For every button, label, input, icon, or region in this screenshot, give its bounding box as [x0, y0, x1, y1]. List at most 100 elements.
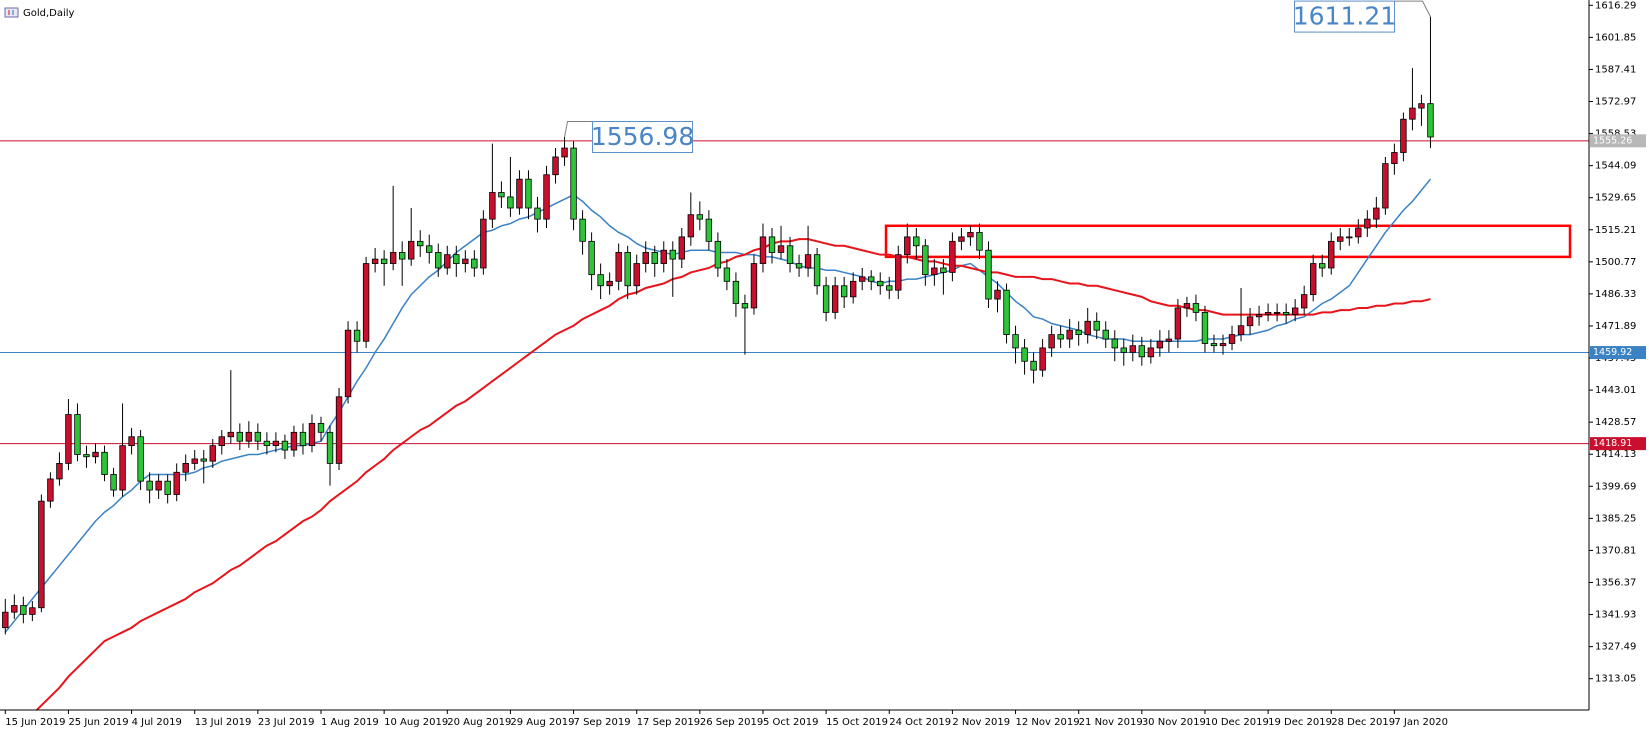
candle-body	[597, 274, 604, 287]
y-tick-label: 1544.09	[1595, 161, 1636, 172]
candle-body	[1048, 334, 1055, 349]
x-tick-label: 2 Nov 2019	[952, 717, 1010, 728]
candle-body	[561, 147, 568, 158]
candle-body	[904, 236, 911, 256]
candle-body	[958, 236, 965, 242]
candle-body	[326, 431, 334, 464]
candle-body	[615, 252, 622, 282]
candle-body	[480, 218, 487, 269]
icon-frame	[4, 7, 19, 18]
candle-body	[1003, 289, 1010, 336]
level-label: 1459.92	[1593, 347, 1632, 358]
candle-body	[886, 285, 893, 291]
candle-body	[1427, 103, 1434, 138]
candle-body	[1201, 311, 1209, 344]
candle-body	[435, 252, 442, 269]
candle-body	[1120, 347, 1127, 353]
candle-body	[570, 147, 577, 220]
annotation-leader	[1394, 0, 1431, 17]
level-label: 1418.91	[1593, 438, 1632, 449]
level-label: 1555.26	[1593, 135, 1632, 146]
candle-body	[1255, 314, 1263, 318]
x-tick-label: 7 Jan 2020	[1394, 717, 1448, 728]
candle-body	[65, 414, 72, 464]
candle-body	[164, 480, 171, 495]
candle-body	[678, 236, 685, 260]
x-tick-label: 28 Dec 2019	[1331, 717, 1395, 728]
candle-body	[1310, 263, 1317, 296]
candle-body	[1129, 345, 1136, 353]
candle-body	[155, 480, 162, 491]
candle-body	[1210, 343, 1218, 347]
level-label-bg	[1590, 134, 1646, 148]
y-tick-label: 1601.85	[1595, 32, 1636, 43]
candle-body	[398, 252, 406, 260]
x-tick-label: 30 Nov 2019	[1142, 717, 1206, 728]
x-tick-label: 13 Jul 2019	[195, 717, 252, 728]
candle-body	[317, 423, 325, 433]
candle-body	[1373, 207, 1380, 220]
candle-body	[1075, 329, 1082, 336]
candle-body	[110, 474, 117, 491]
candle-body	[642, 252, 649, 264]
candle-body	[877, 280, 884, 287]
y-tick-label: 1572.97	[1595, 97, 1636, 108]
candle-body	[1228, 334, 1236, 344]
candle-body	[389, 252, 397, 264]
x-tick-label: 10 Dec 2019	[1205, 717, 1269, 728]
y-tick-label: 1327.49	[1595, 642, 1636, 653]
candle-body	[516, 178, 523, 209]
candle-body	[1066, 329, 1073, 340]
candle-body	[471, 258, 478, 269]
candle-body	[660, 249, 667, 264]
candle-body	[353, 329, 361, 342]
candle-body	[822, 285, 830, 313]
y-tick-label: 1529.65	[1595, 193, 1636, 204]
chart-title: Gold,Daily	[23, 8, 75, 19]
x-tick-label: 25 Jun 2019	[68, 717, 128, 728]
y-tick-label: 1370.81	[1595, 545, 1636, 556]
level-label-bg	[1590, 346, 1646, 360]
x-tick-label: 19 Dec 2019	[1268, 717, 1332, 728]
x-tick-label: 1 Aug 2019	[321, 717, 379, 728]
candle-body	[922, 245, 929, 276]
candle-body	[1039, 347, 1046, 371]
candle-body	[1084, 320, 1091, 336]
candle-body	[200, 458, 207, 462]
candle-body	[1102, 329, 1109, 340]
candle-body	[868, 276, 875, 282]
candle-body	[1183, 303, 1191, 309]
candle-body	[119, 445, 126, 491]
candle-body	[1300, 294, 1308, 309]
candle-body	[263, 440, 271, 447]
candle-body	[426, 245, 433, 253]
x-tick-label: 20 Aug 2019	[447, 717, 511, 728]
candle-body	[1346, 236, 1353, 239]
candle-body	[1355, 227, 1362, 238]
y-tick-label: 1500.77	[1595, 257, 1636, 268]
candle-body	[831, 285, 839, 313]
x-tick-label: 10 Aug 2019	[384, 717, 448, 728]
y-tick-label: 1515.21	[1595, 225, 1636, 236]
x-tick-label: 12 Nov 2019	[1016, 717, 1080, 728]
candle-body	[525, 178, 532, 209]
candle-body	[606, 280, 613, 287]
candle-body	[290, 431, 298, 451]
candle-body	[453, 254, 460, 264]
candle-body	[281, 440, 289, 451]
candle-body	[92, 451, 99, 458]
x-tick-label: 29 Aug 2019	[510, 717, 574, 728]
candle-body	[1174, 307, 1182, 340]
y-tick-label: 1399.69	[1595, 481, 1636, 492]
candle-body	[444, 254, 451, 269]
y-tick-label: 1486.33	[1595, 289, 1636, 300]
candle-body	[696, 214, 704, 220]
candle-body	[272, 440, 280, 447]
candle-body	[407, 240, 415, 260]
candle-body	[1319, 263, 1326, 269]
level-label-bg	[1590, 437, 1646, 451]
candle-body	[1328, 240, 1335, 269]
candle-body	[940, 267, 947, 273]
candle-body	[1382, 163, 1389, 209]
